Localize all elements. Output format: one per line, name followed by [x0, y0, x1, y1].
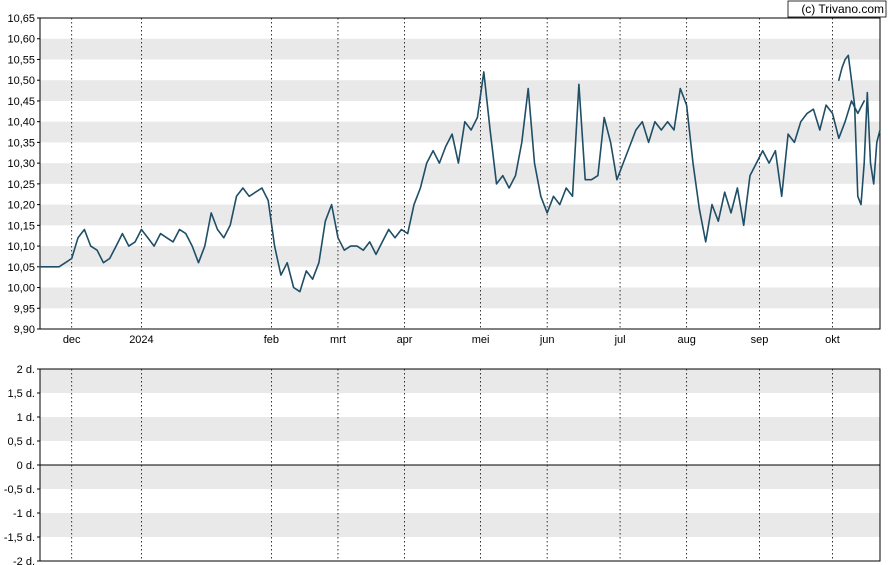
x-tick-label: dec [63, 334, 81, 346]
grid-band [40, 465, 880, 489]
y-tick-label: 0,5 d. [7, 436, 35, 448]
y-tick-label: -0,5 d. [4, 484, 35, 496]
grid-band [40, 39, 880, 60]
x-tick-label: aug [677, 334, 695, 346]
y-tick-label: 10,25 [7, 179, 35, 191]
y-tick-label: 1,5 d. [7, 388, 35, 400]
y-tick-label: 1 d. [17, 412, 35, 424]
y-tick-label: 10,30 [7, 158, 35, 170]
watermark-text: (c) Trivano.com [801, 2, 884, 16]
y-tick-label: 0 d. [17, 460, 35, 472]
y-tick-label: 10,40 [7, 117, 35, 129]
y-tick-label: -1 d. [13, 508, 35, 520]
x-tick-label: sep [751, 334, 769, 346]
y-tick-label: 10,35 [7, 137, 35, 149]
chart-container: 9,90 9,95 10,00 10,05 10,10 10,15 10,20 10,25 10… [0, 0, 888, 565]
x-tick-label: mrt [330, 334, 346, 346]
y-tick-label: 9,95 [14, 303, 35, 315]
y-tick-label: 10,45 [7, 96, 35, 108]
grid-band [40, 246, 880, 267]
x-tick-label: jul [614, 334, 626, 346]
y-tick-label: 10,05 [7, 262, 35, 274]
y-tick-label: 10,60 [7, 34, 35, 46]
x-tick-label: apr [397, 334, 413, 346]
chart-svg: 9,90 9,95 10,00 10,05 10,10 10,15 10,20 10,25 10… [0, 0, 888, 565]
y-tick-label: -1,5 d. [4, 532, 35, 544]
grid-band [40, 122, 880, 143]
y-tick-label: 10,55 [7, 54, 35, 66]
grid-band [40, 80, 880, 101]
x-tick-label: 2024 [129, 334, 153, 346]
y-tick-label: -2 d. [13, 556, 35, 565]
y-tick-label: 9,90 [14, 324, 35, 336]
grid-band [40, 288, 880, 309]
y-tick-label: 2 d. [17, 364, 35, 376]
x-tick-label: okt [825, 334, 840, 346]
y-tick-label: 10,20 [7, 200, 35, 212]
grid-band [40, 417, 880, 441]
grid-band [40, 513, 880, 537]
x-tick-label: mei [472, 334, 490, 346]
grid-band [40, 205, 880, 226]
y-tick-label: 10,65 [7, 13, 35, 25]
y-tick-label: 10,15 [7, 220, 35, 232]
x-tick-label: jun [539, 334, 555, 346]
x-tick-label: feb [264, 334, 279, 346]
y-tick-label: 10,10 [7, 241, 35, 253]
grid-band [40, 369, 880, 393]
y-tick-label: 10,00 [7, 283, 35, 295]
y-tick-label: 10,50 [7, 75, 35, 87]
